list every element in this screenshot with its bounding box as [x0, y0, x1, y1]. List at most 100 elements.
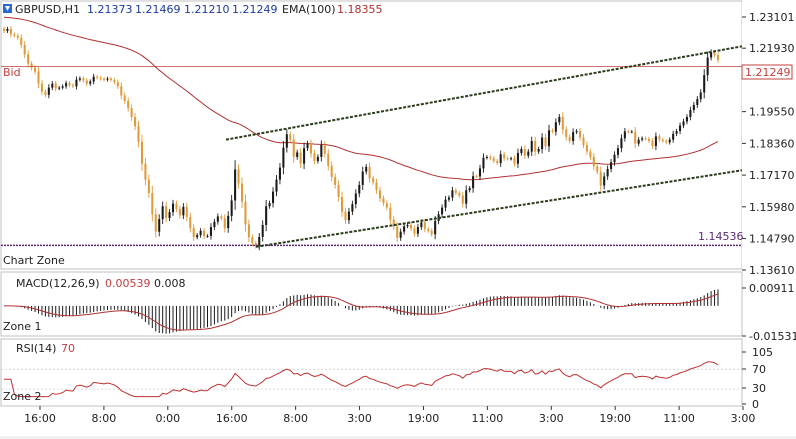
candle-body: [568, 136, 571, 141]
candle-body: [227, 215, 230, 229]
candle-body: [351, 204, 354, 212]
candle-body: [316, 156, 319, 161]
candle-body: [130, 108, 133, 117]
candle-body: [685, 116, 688, 122]
candle-body: [20, 37, 23, 45]
candle-body: [261, 224, 264, 237]
candle-body: [213, 221, 216, 228]
candle-body: [123, 95, 126, 101]
time-axis-label: 11:00: [663, 412, 695, 425]
candle-body: [92, 76, 95, 82]
candle-body: [106, 78, 109, 80]
candle-body: [475, 176, 478, 178]
macd-value-1: 0.00539: [105, 277, 151, 290]
candle-body: [234, 169, 237, 201]
price-axis-label: 1.23101: [749, 11, 795, 24]
candle-body: [637, 139, 640, 144]
candle-body: [189, 216, 192, 229]
candle-body: [147, 179, 150, 193]
candle-body: [520, 148, 523, 153]
candle-body: [292, 139, 295, 157]
candle-body: [334, 176, 337, 185]
candle-body: [347, 211, 350, 221]
candle-body: [151, 192, 154, 215]
candle-body: [330, 165, 333, 177]
candle-body: [258, 236, 261, 247]
candle-body: [458, 192, 461, 196]
candle-body: [565, 129, 568, 137]
candle-body: [527, 151, 530, 156]
candle-body: [168, 212, 171, 219]
macd-label: MACD(12,26,9): [16, 277, 100, 290]
candle-body: [89, 81, 92, 84]
candle-body: [75, 79, 78, 87]
price-axis-label: 1.18360: [749, 137, 795, 150]
candle-body: [285, 134, 288, 148]
candle-body: [158, 219, 161, 232]
channel-upper-line[interactable]: [225, 45, 743, 141]
channel-lower-line[interactable]: [255, 169, 743, 248]
candle-body: [703, 75, 706, 93]
main-chart-panel[interactable]: [0, 0, 743, 270]
candle-body: [65, 83, 68, 87]
time-axis: 16:00 8:00 0:00 16:00 8:00 3:00 19:00 11:00 3:00…: [24, 406, 755, 425]
time-axis-label: 3:00: [539, 412, 564, 425]
candle-body: [368, 166, 371, 179]
ema-label: EMA(100): [282, 3, 336, 16]
candle-body: [451, 190, 454, 198]
price-axis[interactable]: [742, 1, 795, 269]
candle-body: [230, 200, 233, 216]
candle-body: [372, 178, 375, 183]
candle-body: [551, 130, 554, 132]
candle-body: [668, 139, 671, 143]
candle-body: [675, 131, 678, 134]
candle-body: [309, 143, 313, 154]
candle-body: [596, 166, 599, 172]
candle-body: [544, 137, 547, 147]
ohlc-open: 1.21373: [87, 3, 133, 16]
candle-body: [603, 176, 606, 186]
macd-panel[interactable]: [0, 271, 743, 337]
rsi-axis-70: 70: [752, 363, 766, 376]
candle-body: [606, 168, 609, 177]
price-axis-label: 1.21930: [749, 42, 795, 55]
candle-body: [299, 152, 302, 164]
ema-100-line: [3, 16, 719, 181]
candle-body: [51, 83, 54, 88]
rsi-axis-0: 0: [752, 398, 759, 411]
time-axis-label: 16:00: [216, 412, 248, 425]
candle-body: [641, 138, 644, 140]
candle-body: [144, 163, 147, 180]
candle-body: [644, 138, 647, 140]
ohlc-low: 1.21210: [184, 3, 230, 16]
candle-body: [409, 224, 413, 229]
candle-body: [99, 77, 102, 79]
candle-body: [465, 190, 468, 204]
candle-body: [454, 190, 457, 193]
rsi-panel[interactable]: [0, 338, 743, 407]
support-level-label: 1.14536: [698, 230, 744, 243]
candle-body: [447, 197, 450, 200]
candle-body: [265, 206, 268, 225]
time-axis-label: 11:00: [472, 412, 504, 425]
candle-body: [482, 157, 485, 169]
candle-body: [340, 196, 344, 212]
candle-body: [247, 224, 250, 238]
candle-body: [692, 104, 695, 111]
ema-value: 1.18355: [337, 3, 383, 16]
rsi-line: [4, 361, 719, 398]
candle-body: [592, 156, 595, 167]
candle-body: [492, 158, 495, 161]
candle-body: [47, 87, 50, 95]
candle-body: [27, 54, 30, 64]
candle-body: [116, 82, 119, 87]
candle-body: [199, 230, 202, 236]
time-axis-label: 16:00: [24, 412, 56, 425]
candle-body: [23, 44, 26, 55]
candle-body: [420, 222, 423, 228]
candle-body: [616, 148, 620, 155]
candle-body: [61, 86, 64, 88]
candle-body: [561, 116, 564, 130]
candle-body: [134, 116, 137, 127]
